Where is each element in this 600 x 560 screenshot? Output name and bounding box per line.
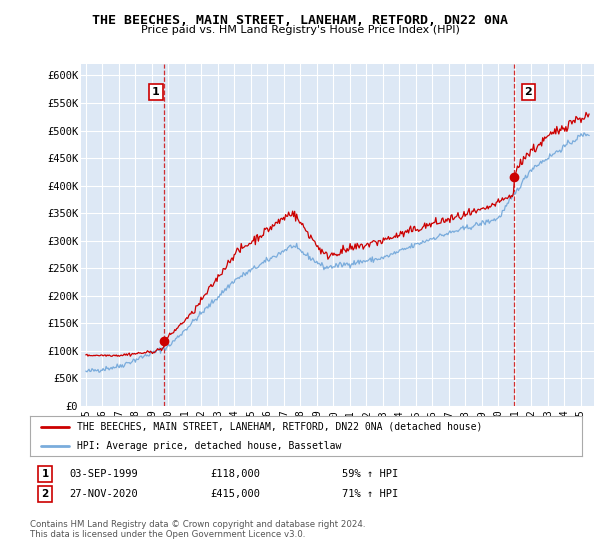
Text: 1: 1 — [152, 87, 160, 97]
Text: £118,000: £118,000 — [210, 469, 260, 479]
Text: Price paid vs. HM Land Registry's House Price Index (HPI): Price paid vs. HM Land Registry's House … — [140, 25, 460, 35]
Text: 1: 1 — [41, 469, 49, 479]
Text: 2: 2 — [524, 87, 532, 97]
Text: THE BEECHES, MAIN STREET, LANEHAM, RETFORD, DN22 0NA (detached house): THE BEECHES, MAIN STREET, LANEHAM, RETFO… — [77, 422, 482, 432]
Text: 2: 2 — [41, 489, 49, 499]
Text: THE BEECHES, MAIN STREET, LANEHAM, RETFORD, DN22 0NA: THE BEECHES, MAIN STREET, LANEHAM, RETFO… — [92, 14, 508, 27]
Text: HPI: Average price, detached house, Bassetlaw: HPI: Average price, detached house, Bass… — [77, 441, 341, 450]
Text: £415,000: £415,000 — [210, 489, 260, 499]
Text: Contains HM Land Registry data © Crown copyright and database right 2024.
This d: Contains HM Land Registry data © Crown c… — [30, 520, 365, 539]
Text: 59% ↑ HPI: 59% ↑ HPI — [342, 469, 398, 479]
Text: 71% ↑ HPI: 71% ↑ HPI — [342, 489, 398, 499]
Text: 03-SEP-1999: 03-SEP-1999 — [69, 469, 138, 479]
Text: 27-NOV-2020: 27-NOV-2020 — [69, 489, 138, 499]
